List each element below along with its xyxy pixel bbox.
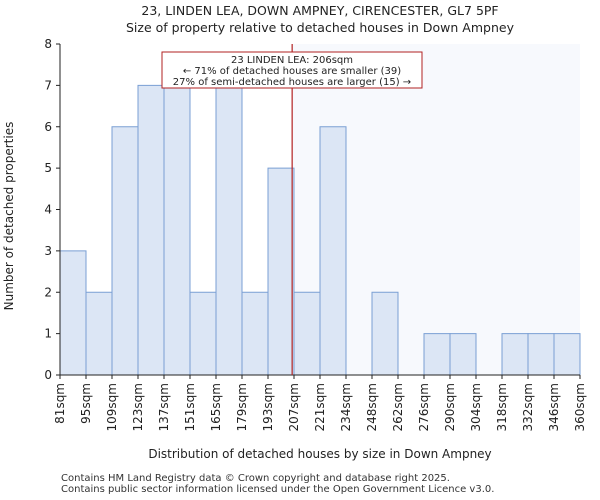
bar-109sqm [111, 126, 139, 376]
x-tick-label-304sqm: 304sqm [469, 383, 483, 431]
bar-221sqm [319, 126, 347, 376]
footer: Contains HM Land Registry data © Crown c… [61, 473, 494, 495]
y-tick-label-2: 2 [44, 285, 52, 299]
bar-207sqm [293, 291, 321, 376]
x-tick-label-276sqm: 276sqm [417, 383, 431, 431]
bar-81sqm [59, 250, 87, 376]
x-tick-label-290sqm: 290sqm [443, 383, 457, 431]
chart-title: 23, LINDEN LEA, DOWN AMPNEY, CIRENCESTER… [141, 3, 498, 18]
footer-line-2: Contains public sector information licen… [61, 484, 495, 495]
y-axis-label: Number of detached properties [2, 122, 16, 311]
y-tick-label-4: 4 [44, 203, 52, 217]
x-tick-label-193sqm: 193sqm [261, 383, 275, 431]
x-tick-label-318sqm: 318sqm [495, 383, 509, 431]
x-tick-label-234sqm: 234sqm [339, 383, 353, 431]
x-tick-label-151sqm: 151sqm [183, 383, 197, 431]
bar-137sqm [163, 84, 191, 376]
x-tick-label-207sqm: 207sqm [287, 383, 301, 431]
footer-line-1: Contains HM Land Registry data © Crown c… [61, 473, 450, 484]
bar-332sqm [527, 333, 555, 376]
y-tick-label-0: 0 [44, 368, 52, 382]
bar-165sqm [215, 84, 243, 376]
y-tick-label-7: 7 [44, 78, 52, 92]
y-tick-label-8: 8 [44, 37, 52, 51]
annotation-smaller: ← 71% of detached houses are smaller (39… [183, 66, 401, 77]
x-tick-label-137sqm: 137sqm [157, 383, 171, 431]
x-tick-label-221sqm: 221sqm [313, 383, 327, 431]
y-tick-label-1: 1 [44, 327, 52, 341]
x-tick-label-81sqm: 81sqm [53, 383, 67, 424]
chart-subtitle: Size of property relative to detached ho… [126, 20, 515, 35]
bar-290sqm [449, 333, 477, 376]
y-tick-label-3: 3 [44, 244, 52, 258]
annotation-box [161, 51, 423, 89]
x-tick-label-346sqm: 346sqm [547, 383, 561, 431]
bar-179sqm [241, 291, 269, 376]
plot-area: 0 1 2 3 4 5 6 7 8 81sqm 95sqm 109sqm 123sqm 137sqm 151… [44, 37, 587, 431]
x-tick-label-332sqm: 332sqm [521, 383, 535, 431]
x-tick-label-165sqm: 165sqm [209, 383, 223, 431]
annotation-title: 23 LINDEN LEA: 206sqm [231, 55, 353, 66]
bar-318sqm [501, 333, 529, 376]
annotation-larger: 27% of semi-detached houses are larger (… [173, 77, 411, 88]
y-tick-label-6: 6 [44, 120, 52, 134]
x-tick-label-262sqm: 262sqm [391, 383, 405, 431]
bar-123sqm [137, 84, 165, 376]
bar-276sqm [423, 333, 451, 376]
x-tick-label-360sqm: 360sqm [573, 383, 587, 431]
x-tick-label-123sqm: 123sqm [131, 383, 145, 431]
bar-151sqm [189, 291, 217, 376]
bar-95sqm [85, 291, 113, 376]
y-tick-label-5: 5 [44, 161, 52, 175]
x-axis-label: Distribution of detached houses by size … [148, 447, 491, 461]
x-tick-label-248sqm: 248sqm [365, 383, 379, 431]
x-tick-label-109sqm: 109sqm [105, 383, 119, 431]
bar-248sqm [371, 291, 399, 376]
x-tick-label-95sqm: 95sqm [79, 383, 93, 424]
bar-193sqm [267, 167, 295, 376]
bar-346sqm [553, 333, 581, 376]
x-tick-label-179sqm: 179sqm [235, 383, 249, 431]
